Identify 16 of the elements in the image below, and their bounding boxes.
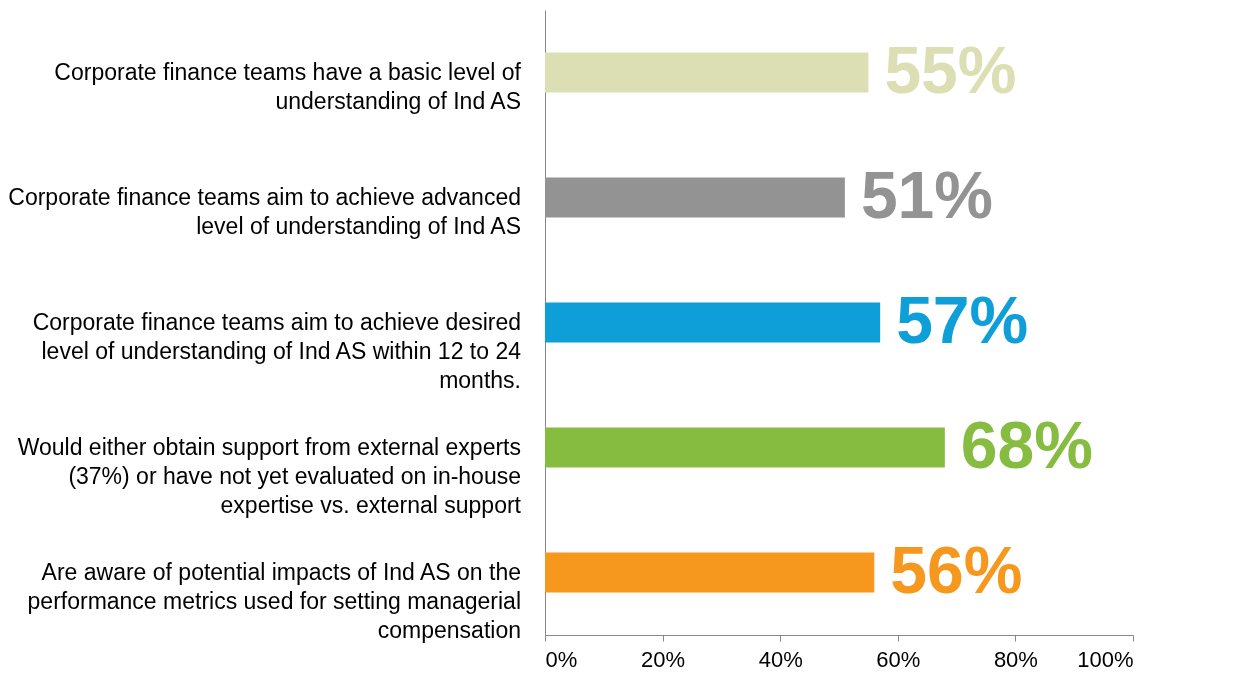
x-tick-label: 20% (641, 646, 686, 672)
data-label: 57% (896, 282, 1029, 357)
x-tick-label: 40% (758, 646, 803, 672)
y-tick-label: Corporate finance teams have a basic level of understanding of Ind AS (54, 58, 522, 114)
x-tick-label: 100% (1077, 646, 1134, 672)
y-tick-label: Are aware of potential impacts of Ind AS on the performance metrics used for setting managerial compensation (27, 558, 521, 643)
data-label: 51% (860, 157, 993, 232)
y-tick-label: Corporate finance teams aim to achieve desired level of understanding of Ind AS within 12 to 24 months. (32, 308, 522, 393)
data-label: 56% (890, 532, 1023, 607)
data-label: 68% (960, 407, 1093, 482)
x-tick-label: 60% (876, 646, 921, 672)
y-tick-label: Corporate finance teams aim to achieve advanced level of understanding of Ind AS (8, 183, 521, 239)
x-tick-label: 0% (545, 646, 578, 672)
y-tick-label: Would either obtain support from external experts (37%) or have not yet evaluated on in-house expertise vs. external support (17, 433, 522, 518)
data-label: 55% (884, 32, 1017, 107)
x-tick-label: 80% (993, 646, 1038, 672)
